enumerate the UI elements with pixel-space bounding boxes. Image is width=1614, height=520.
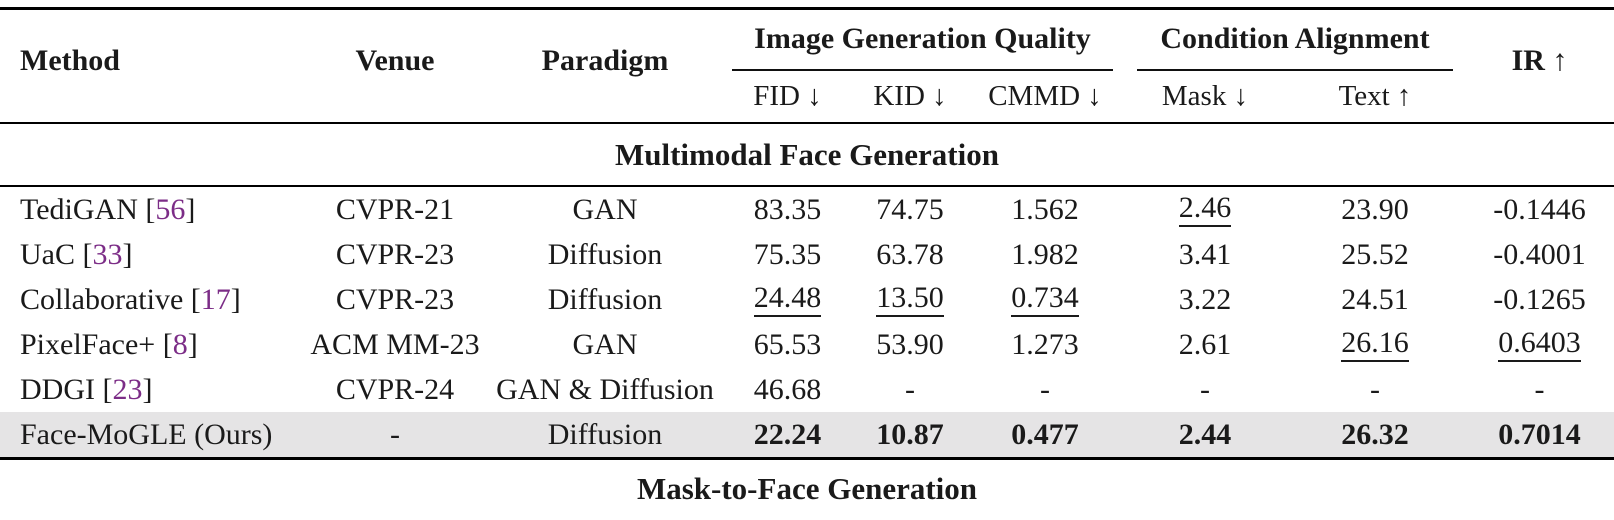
top-rule [0, 7, 1614, 10]
kid-cell: - [905, 372, 915, 406]
citation-ref[interactable]: 8 [172, 327, 188, 361]
paradigm-cell: GAN [572, 192, 638, 226]
table-row-ddgi: DDGI [23] CVPR-24 GAN & Diffusion 46.68 … [0, 367, 1614, 412]
method-cell: TediGAN [56] [20, 192, 196, 226]
table-row-pixelface: PixelFace+ [8] ACM MM-23 GAN 65.53 53.90… [0, 322, 1614, 367]
fid-cell: 24.48 [720, 282, 855, 317]
cmmd-cell: 0.477 [1011, 417, 1079, 451]
fid-cell: 46.68 [753, 372, 822, 406]
text-cell: 25.52 [1341, 237, 1409, 271]
cmmd-cell: 1.562 [1011, 192, 1079, 226]
ir-cell: -0.1265 [1493, 282, 1586, 316]
ir-cell: -0.4001 [1493, 237, 1586, 271]
table-row-tedigan: TediGAN [56] CVPR-21 GAN 83.35 74.75 1.5… [0, 187, 1614, 232]
column-header-method: Method [20, 44, 120, 77]
text-cell: - [1370, 372, 1380, 406]
paradigm-cell: Diffusion [547, 417, 663, 451]
text-cell: 24.51 [1341, 282, 1409, 316]
citation-ref[interactable]: 17 [200, 282, 231, 316]
mask-cell: 2.61 [1178, 327, 1232, 361]
venue-cell: ACM MM-23 [310, 327, 480, 361]
venue-cell: CVPR-24 [335, 372, 455, 406]
column-header-mask: Mask ↓ [1161, 79, 1249, 112]
kid-cell: 13.50 [855, 282, 965, 317]
table-row-uac: UaC [33] CVPR-23 Diffusion 75.35 63.78 1… [0, 232, 1614, 277]
column-header-venue: Venue [355, 44, 435, 77]
fid-cell: 83.35 [753, 192, 822, 226]
method-cell: Collaborative [17] [20, 282, 241, 316]
venue-cell: CVPR-23 [335, 237, 455, 271]
citation-ref[interactable]: 23 [112, 372, 143, 406]
venue-cell: CVPR-23 [335, 282, 455, 316]
venue-cell: CVPR-21 [335, 192, 455, 226]
column-header-text: Text ↑ [1338, 79, 1412, 112]
text-cell: 26.32 [1341, 417, 1409, 451]
citation-ref[interactable]: 33 [92, 237, 123, 271]
ir-cell: - [1534, 372, 1545, 406]
citation-ref[interactable]: 56 [155, 192, 186, 226]
column-header-fid: FID ↓ [753, 79, 822, 112]
kid-cell: 53.90 [876, 327, 944, 361]
mask-cell: 2.46 [1125, 192, 1285, 227]
table-row-collaborative: Collaborative [17] CVPR-23 Diffusion 24.… [0, 277, 1614, 322]
mask-cell: 2.44 [1178, 417, 1232, 451]
kid-cell: 63.78 [876, 237, 944, 271]
fid-cell: 75.35 [753, 237, 822, 271]
kid-cell: 10.87 [876, 417, 944, 451]
text-cell: 23.90 [1341, 192, 1409, 226]
cmmd-cell: 0.734 [965, 282, 1125, 317]
cmmd-cell: 1.273 [1011, 327, 1079, 361]
group-header-condition-alignment: Condition Alignment [1125, 10, 1465, 71]
header-rule [0, 122, 1614, 124]
column-header-ir: IR ↑ [1511, 44, 1568, 77]
mask-cell: 3.22 [1178, 282, 1232, 316]
fid-cell: 22.24 [753, 417, 822, 451]
paradigm-cell: Diffusion [547, 282, 663, 316]
column-header-paradigm: Paradigm [541, 44, 669, 77]
column-header-kid: KID ↓ [873, 79, 947, 112]
ir-cell: 0.7014 [1498, 417, 1581, 451]
cmmd-cell: - [1040, 372, 1050, 406]
paradigm-cell: Diffusion [547, 237, 663, 271]
column-header-cmmd: CMMD ↓ [988, 79, 1102, 112]
method-cell: Face-MoGLE (Ours) [20, 417, 273, 451]
paradigm-cell: GAN [572, 327, 638, 361]
venue-cell: - [390, 417, 400, 451]
mask-cell: - [1200, 372, 1210, 406]
kid-cell: 74.75 [876, 192, 944, 226]
table-body: TediGAN [56] CVPR-21 GAN 83.35 74.75 1.5… [0, 187, 1614, 457]
section-title-mask-to-face-generation: Mask-to-Face Generation [636, 470, 978, 506]
text-cell: 26.16 [1285, 327, 1465, 362]
section-rule [0, 185, 1614, 187]
method-cell: UaC [33] [20, 237, 133, 271]
section-divider-rule [0, 457, 1614, 460]
section-title-multimodal-face-generation: Multimodal Face Generation [615, 136, 999, 172]
group-header-image-generation-quality: Image Generation Quality [720, 10, 1125, 71]
top-margin [0, 0, 1614, 7]
table-row-face-mogle-ours: Face-MoGLE (Ours) - Diffusion 22.24 10.8… [0, 412, 1614, 457]
fid-cell: 65.53 [753, 327, 822, 361]
paradigm-cell: GAN & Diffusion [496, 372, 714, 406]
method-cell: DDGI [23] [20, 372, 153, 406]
ir-cell: 0.6403 [1465, 327, 1614, 362]
ir-cell: -0.1446 [1493, 192, 1586, 226]
table-header: Method Venue Paradigm Image Generation Q… [0, 10, 1614, 122]
mask-cell: 3.41 [1178, 237, 1232, 271]
cmmd-cell: 1.982 [1011, 237, 1079, 271]
method-cell: PixelFace+ [8] [20, 327, 198, 361]
